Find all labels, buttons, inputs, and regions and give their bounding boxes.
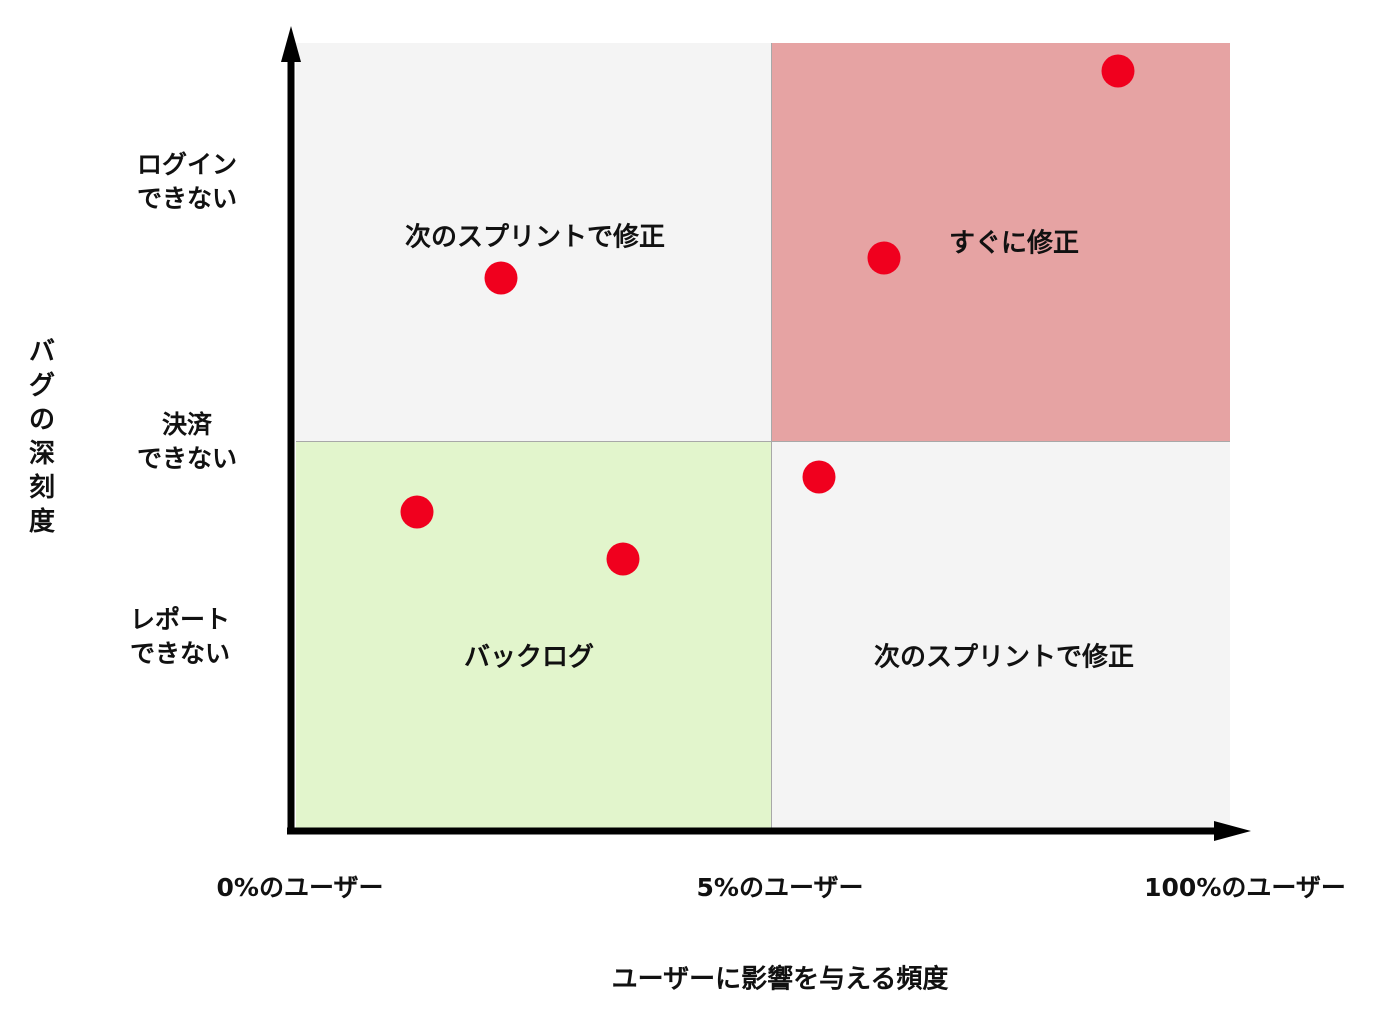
quadrant-label-bottom-right: 次のスプリントで修正 [873,642,1135,673]
severity-level-login: ログイン できない [136,150,238,213]
severity-level-payment: 決済 できない [136,410,238,473]
quadrant-label-top-left: 次のスプリントで修正 [404,222,666,253]
quadrant-label-top-right: すぐに修正 [948,228,1080,259]
quadrant-top-right [772,43,1230,442]
quadrant-label-bottom-left: バックログ [463,642,595,673]
quadrant-bottom-right [772,442,1230,832]
severity-level-report: レポート できない [129,605,231,668]
frequency-level-100: 100%のユーザー [1144,873,1346,902]
y-axis-title: バグの深刻度 [28,337,55,537]
bug-point [867,241,901,275]
y-axis-arrow-icon [281,26,301,62]
bug-point [484,261,518,295]
x-axis-arrow-icon [1214,821,1251,841]
quadrant-bottom-left [296,442,772,832]
bug-point [400,495,434,529]
quadrant-top-left [296,43,772,442]
bug-point [606,542,640,576]
horizontal-divider [296,441,1230,442]
frequency-level-0: 0%のユーザー [216,873,384,902]
vertical-divider [771,43,772,832]
x-axis-title: ユーザーに影響を与える頻度 [611,964,949,995]
bug-point [1101,54,1135,88]
frequency-level-5: 5%のユーザー [696,873,864,902]
bug-point [802,460,836,494]
